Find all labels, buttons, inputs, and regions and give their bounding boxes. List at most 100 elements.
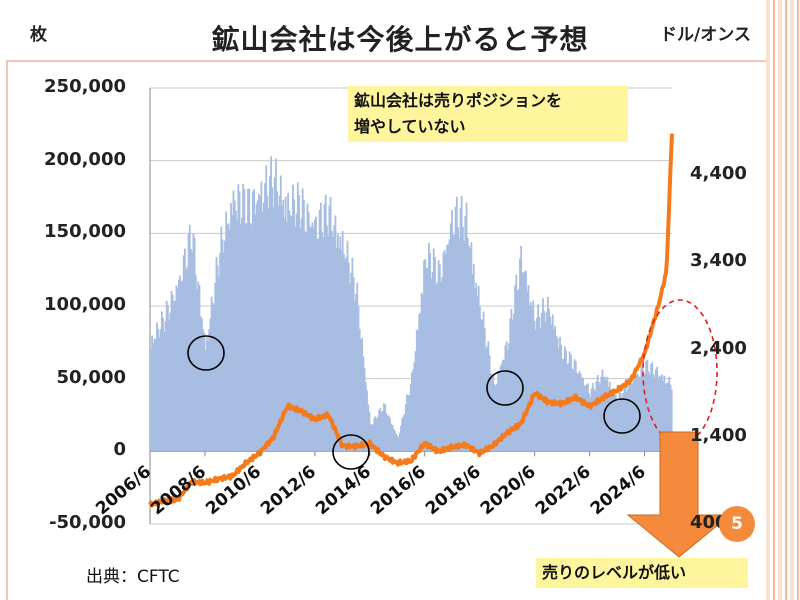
- position-bar: [158, 337, 161, 452]
- position-bar: [415, 329, 418, 452]
- position-bar: [302, 199, 305, 452]
- position-bar: [461, 226, 464, 452]
- position-bar: [270, 156, 272, 452]
- position-bar: [182, 255, 185, 452]
- position-bar: [339, 236, 342, 452]
- position-bar: [655, 369, 657, 452]
- position-bar: [616, 401, 618, 452]
- position-bar: [533, 321, 536, 452]
- position-bar: [180, 281, 183, 452]
- position-bar: [437, 260, 440, 452]
- position-bar: [187, 233, 190, 452]
- position-bar: [207, 341, 209, 452]
- position-bar: [338, 248, 340, 452]
- position-bar: [349, 283, 351, 452]
- position-bar: [585, 384, 588, 452]
- position-bar: [190, 249, 192, 452]
- gridlines: [149, 87, 672, 525]
- position-bar: [406, 394, 408, 452]
- position-bar: [656, 366, 659, 452]
- position-bar: [418, 313, 421, 452]
- position-bar: [152, 343, 155, 452]
- position-bar: [607, 387, 610, 452]
- position-bar: [315, 216, 317, 452]
- left-tick-label: 50,000: [56, 366, 126, 388]
- position-bar: [259, 196, 262, 452]
- position-bar: [192, 233, 195, 452]
- position-bar: [169, 312, 172, 452]
- position-bar: [572, 369, 575, 452]
- page-number-badge: 5: [719, 506, 755, 542]
- position-bar: [590, 388, 593, 452]
- position-bar: [499, 366, 502, 452]
- position-bar: [651, 362, 654, 452]
- position-bar: [389, 417, 391, 452]
- position-bar: [573, 359, 576, 452]
- position-bar: [200, 318, 203, 452]
- position-bar: [272, 207, 275, 452]
- position-bar: [453, 234, 456, 452]
- position-bar: [360, 339, 362, 452]
- position-bar: [627, 388, 629, 452]
- position-bar: [567, 362, 570, 452]
- position-bar: [392, 428, 395, 452]
- position-bar: [442, 252, 445, 452]
- position-bar: [493, 384, 496, 452]
- left-tick-label: 200,000: [44, 148, 126, 170]
- position-bar: [536, 317, 538, 452]
- position-bar: [633, 376, 635, 452]
- position-bar: [380, 412, 383, 452]
- position-bar: [244, 223, 247, 452]
- position-bar: [485, 348, 487, 452]
- position-bar: [542, 298, 544, 452]
- position-bar: [383, 403, 385, 452]
- position-bar: [366, 390, 368, 452]
- position-bar: [486, 346, 489, 452]
- left-tick-label: -50,000: [49, 512, 126, 533]
- position-bar: [529, 302, 532, 452]
- position-bar: [578, 371, 581, 452]
- position-bar: [596, 375, 599, 452]
- position-bar: [390, 423, 393, 452]
- position-bar: [311, 222, 314, 452]
- position-bar: [298, 195, 300, 452]
- position-bar: [469, 248, 472, 452]
- position-bar: [557, 348, 560, 452]
- position-bar: [228, 230, 231, 452]
- x-tick-label: 2024/6: [587, 462, 650, 519]
- position-bar: [237, 184, 240, 452]
- position-bar: [411, 372, 413, 452]
- x-tick-label: 2016/6: [367, 462, 430, 519]
- position-bar: [162, 317, 164, 452]
- position-bar: [519, 258, 521, 452]
- position-bar: [385, 413, 388, 452]
- position-bar: [613, 388, 616, 452]
- position-bar: [489, 373, 492, 452]
- position-bar: [186, 266, 189, 452]
- position-bar: [397, 437, 400, 452]
- position-bar: [157, 329, 160, 452]
- position-bar: [358, 328, 361, 452]
- position-bar: [175, 285, 178, 452]
- right-tick-label: 2,400: [690, 337, 747, 359]
- position-bar: [483, 328, 486, 452]
- position-bar: [582, 377, 584, 452]
- position-bar: [648, 374, 651, 452]
- position-bar: [341, 231, 344, 452]
- position-bar: [351, 257, 354, 452]
- position-bar: [550, 324, 553, 452]
- position-bar: [653, 377, 656, 452]
- position-bar: [300, 218, 303, 452]
- position-bar: [171, 294, 174, 452]
- position-bar: [436, 281, 439, 452]
- position-bar: [492, 373, 495, 452]
- position-bar: [593, 388, 595, 452]
- gold-price-series: [148, 133, 674, 508]
- callout-box: 売りのレベルが低い: [536, 558, 748, 588]
- position-bar: [523, 271, 526, 452]
- frame-left-line: [6, 60, 8, 600]
- position-bar: [476, 296, 479, 452]
- position-bar: [566, 364, 569, 452]
- position-bar: [601, 369, 604, 452]
- position-bar: [334, 215, 337, 452]
